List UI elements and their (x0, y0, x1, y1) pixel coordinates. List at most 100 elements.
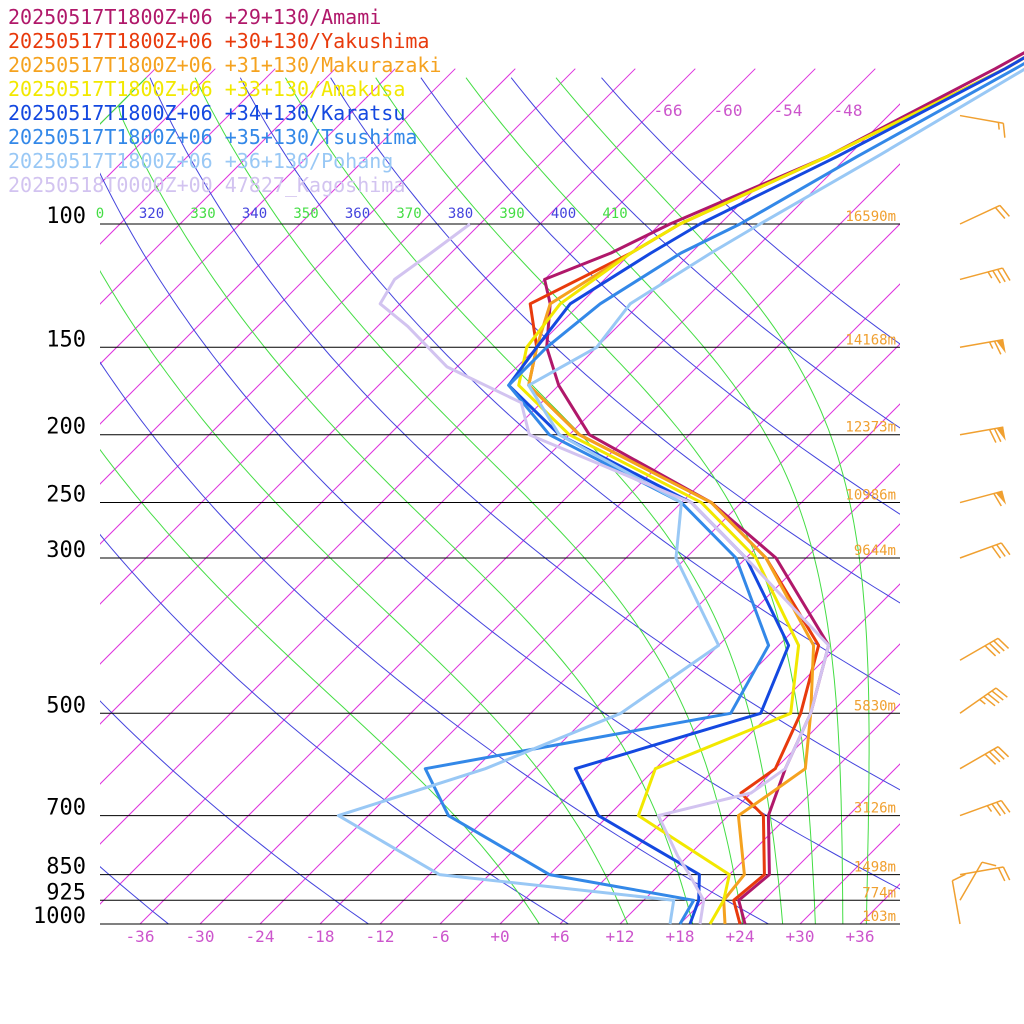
wind-barb-half-flag (997, 122, 1000, 130)
temperature-tick-label: -36 (126, 927, 155, 946)
wind-barb-flag (995, 687, 1008, 698)
temperature-tick-label: +24 (726, 927, 755, 946)
wind-barb-staff (959, 861, 983, 901)
wind-barb (959, 687, 1008, 714)
temperature-tick-label: -12 (366, 927, 395, 946)
isotherm-line (379, 403, 900, 924)
height-label: 16590m (845, 209, 896, 225)
temperature-tick-label: +0 (490, 927, 509, 946)
upper-temperature-label: -54 (774, 101, 803, 120)
wind-barb-flag (988, 751, 1001, 763)
wind-barb-flag (987, 693, 1000, 704)
height-label: 5830m (854, 698, 896, 714)
wind-barb-staff (959, 426, 1004, 436)
isotherm-line (100, 68, 816, 785)
temperature-tick-label: +6 (550, 927, 569, 946)
isotherm-line (739, 763, 900, 924)
wind-barb-staff (951, 880, 961, 925)
height-label: 3126m (854, 801, 896, 817)
height-label: 12373m (845, 420, 896, 436)
wind-barb-pennant (996, 427, 1006, 441)
wind-barb-flag (1002, 866, 1011, 881)
dry-adiabat-line (510, 77, 900, 429)
wind-barb-flag (991, 545, 1002, 559)
wind-barb-staff (959, 114, 1004, 124)
wind-barb-staff (959, 338, 1004, 349)
upper-temperature-label: -60 (714, 101, 743, 120)
wind-barb-half-flag (987, 271, 993, 279)
theta-label: 410 (602, 206, 627, 222)
moist-adiabat-line (100, 77, 540, 924)
temperature-tick-label: +36 (846, 927, 875, 946)
wind-barb-flag (981, 861, 997, 867)
dry-adiabat-line (420, 77, 900, 515)
isotherm-line (319, 343, 900, 924)
dry-adiabat-line (149, 77, 900, 791)
wind-barb (959, 204, 1010, 225)
legend-entry: 20250517T1800Z+06 +31+130/Makurazaki (8, 53, 441, 77)
wind-barb-flag (993, 640, 1005, 652)
temperature-tick-label: -24 (246, 927, 275, 946)
wind-barb-flag (984, 753, 997, 765)
temperature-tick-label: +30 (786, 927, 815, 946)
wind-barb-flag (997, 268, 1006, 283)
isotherm-line (100, 68, 636, 605)
wind-barb (959, 542, 1011, 559)
wind-barb (959, 866, 1011, 882)
wind-barb-flag (983, 696, 996, 707)
pressure-label: 925 (46, 880, 86, 905)
dry-adiabat-line (100, 533, 570, 924)
legend-entry: 20250517T1800Z+06 +35+130/Tsushima (8, 125, 417, 149)
isotherm-line (100, 68, 336, 305)
pressure-label: 850 (46, 855, 86, 880)
wind-barb (959, 426, 1006, 443)
isotherm-line (499, 523, 900, 924)
temperature-tick-label: +18 (666, 927, 695, 946)
wind-barb-staff (959, 542, 1002, 559)
moist-adiabat-line (117, 77, 694, 924)
wind-barb-staff (959, 490, 1003, 504)
pressure-label: 250 (46, 483, 86, 508)
series-profiles (336, 51, 1024, 925)
dry-adiabat-line (100, 700, 370, 924)
wind-barbs (951, 114, 1011, 925)
legend-entry: 20250517T1800Z+06 +34+130/Karatsu (8, 101, 405, 125)
legend-entry: 20250517T1800Z+06 +36+130/Pohang (8, 149, 393, 173)
wind-barb-staff (959, 267, 1003, 281)
theta-label: 370 (396, 206, 421, 222)
height-label: 9644m (854, 543, 896, 559)
wind-barb-flag (1001, 267, 1011, 281)
dry-adiabat-line (100, 361, 770, 924)
pressure-label: 1000 (33, 904, 86, 929)
height-label: 10986m (845, 488, 896, 504)
axis-labels: 100 16590m 150 14168m 200 12373m 250 10986m 300 9… (33, 101, 896, 946)
isotherm-line (559, 583, 900, 924)
wind-barb-flag (992, 270, 1001, 284)
height-label: 14168m (845, 332, 896, 348)
isobars (100, 223, 900, 925)
wind-barb-flag (997, 637, 1010, 649)
theta-label: 320 (139, 206, 164, 222)
wind-barb-flag (996, 544, 1006, 557)
series-line (543, 51, 1024, 925)
wind-barb-half-flag (979, 698, 986, 705)
wind-barb (959, 490, 1007, 507)
isotherm-line (679, 703, 900, 924)
upper-temperature-label: -66 (654, 101, 683, 120)
isotherm-line (920, 69, 1024, 924)
temperature-tick-label: -6 (430, 927, 449, 946)
isotherm-line (100, 68, 276, 245)
wind-barb-flag (991, 803, 1002, 817)
wind-barb-flag (997, 746, 1010, 758)
wind-barb-staff (959, 204, 1001, 225)
isotherm-line (139, 163, 900, 924)
wind-barb-pennant (996, 339, 1006, 354)
wind-barb-flag (988, 429, 997, 443)
moist-adiabat-line (194, 77, 744, 924)
series-line (517, 56, 1024, 925)
pressure-label: 300 (46, 538, 86, 563)
wind-barb-flag (1000, 542, 1011, 556)
isotherm-line (199, 223, 900, 924)
moist-adiabat-line (465, 77, 844, 924)
wind-barb (959, 637, 1010, 661)
